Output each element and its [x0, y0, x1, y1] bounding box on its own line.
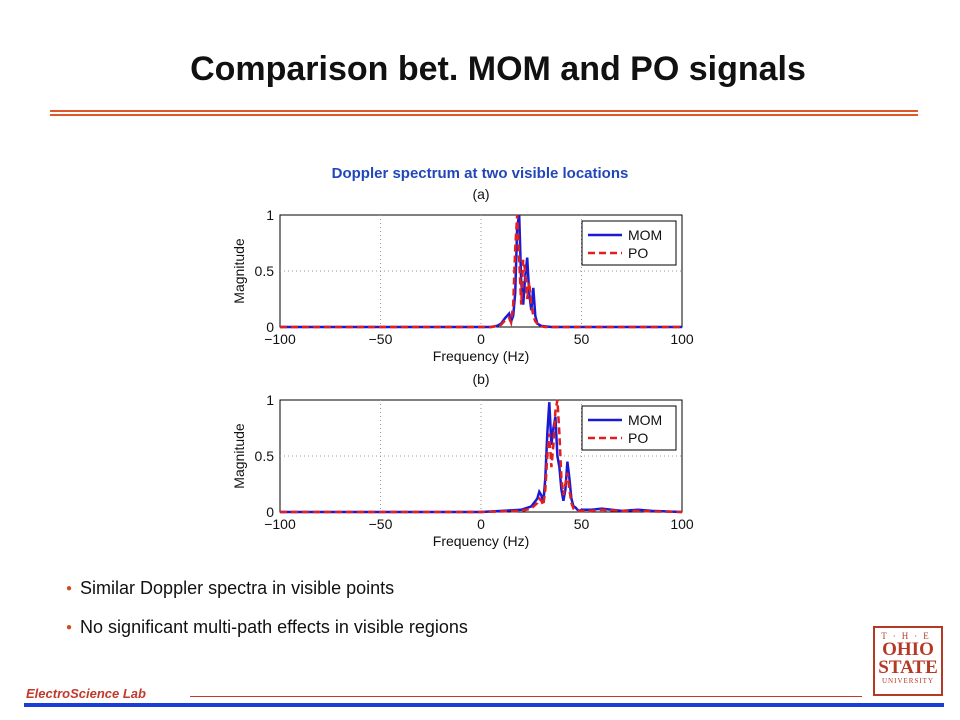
- x-tick-label: 50: [574, 516, 590, 532]
- bullet-item: ● Similar Doppler spectra in visible poi…: [66, 578, 468, 599]
- bullet-list: ● Similar Doppler spectra in visible poi…: [66, 578, 468, 656]
- doppler-chart-a: (a) −100 −50 0 50 100 0 0.5 1 Frequency (Hz) Magni…: [231, 186, 694, 364]
- x-tick-label: 0: [477, 516, 485, 532]
- chart-title: (a): [472, 186, 489, 202]
- logo-ohio: OHIO: [882, 639, 934, 660]
- university-logo: T·H·E OHIO STATE UNIVERSITY: [873, 626, 943, 696]
- y-tick-label: 1: [266, 207, 274, 223]
- legend-label: PO: [628, 430, 648, 446]
- legend-box: [581, 220, 677, 266]
- y-tick-label: 0.5: [255, 263, 275, 279]
- bullet-text: No significant multi-path effects in vis…: [80, 617, 468, 637]
- bullet-item: ● No significant multi-path effects in v…: [66, 617, 468, 638]
- bullet-text: Similar Doppler spectra in visible point…: [80, 578, 395, 598]
- x-tick-label: −100: [264, 516, 296, 532]
- chart-title: (b): [472, 371, 489, 387]
- logo-university: UNIVERSITY: [882, 677, 934, 685]
- logo-the: T·H·E: [881, 631, 935, 641]
- y-tick-label: 0.5: [255, 448, 275, 464]
- bullet-dot-icon: ●: [66, 583, 73, 594]
- x-tick-label: 0: [477, 331, 485, 347]
- x-tick-label: 100: [670, 516, 694, 532]
- bullet-dot-icon: ●: [66, 622, 73, 633]
- y-tick-label: 1: [266, 392, 274, 408]
- series-line-po: [280, 214, 682, 329]
- series-line-mom: [280, 402, 683, 514]
- title-rule-lower: [50, 114, 918, 116]
- slide-title: Comparison bet. MOM and PO signals: [190, 50, 806, 88]
- footer-bar: [24, 703, 944, 707]
- x-axis-label: Frequency (Hz): [433, 533, 529, 549]
- title-rule-upper: [50, 110, 918, 112]
- figure-caption: Doppler spectrum at two visible location…: [331, 165, 629, 182]
- series-line-po: [280, 399, 683, 514]
- y-tick-label: 0: [266, 319, 274, 335]
- doppler-chart-b: (b) −100 −50 0 50 100 0 0.5 1 Frequency (Hz) Magni…: [231, 371, 694, 549]
- legend-label: MOM: [628, 227, 662, 243]
- logo-state: STATE: [878, 657, 938, 678]
- footer-lab-label: ElectroScience Lab: [26, 686, 146, 701]
- legend-box: [581, 405, 677, 451]
- y-tick-label: 0: [266, 504, 274, 520]
- x-tick-label: 50: [574, 331, 590, 347]
- footer-rule: [190, 696, 862, 697]
- y-axis-label: Magnitude: [231, 238, 247, 304]
- x-tick-label: 100: [670, 331, 694, 347]
- x-tick-label: −100: [264, 331, 296, 347]
- y-axis-label: Magnitude: [231, 423, 247, 489]
- x-tick-label: −50: [369, 331, 393, 347]
- legend-label: MOM: [628, 412, 662, 428]
- legend-label: PO: [628, 245, 648, 261]
- x-tick-label: −50: [369, 516, 393, 532]
- x-axis-label: Frequency (Hz): [433, 348, 529, 364]
